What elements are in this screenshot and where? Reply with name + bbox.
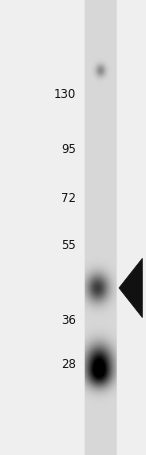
Text: 72: 72 bbox=[61, 191, 76, 204]
Text: 36: 36 bbox=[61, 313, 76, 326]
Polygon shape bbox=[119, 259, 142, 318]
Text: 55: 55 bbox=[61, 238, 76, 252]
Text: 28: 28 bbox=[61, 357, 76, 370]
Text: 95: 95 bbox=[61, 142, 76, 156]
Text: 130: 130 bbox=[54, 87, 76, 101]
Bar bbox=[85, 18, 117, 441]
